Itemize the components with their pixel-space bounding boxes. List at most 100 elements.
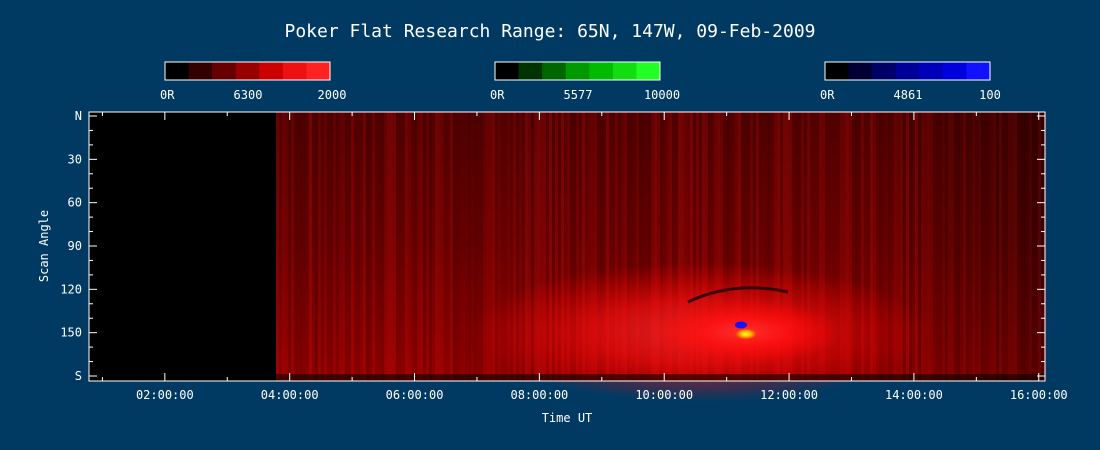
streak — [792, 112, 795, 381]
x-tick-label: 02:00:00 — [136, 388, 194, 402]
streak — [498, 112, 501, 381]
streak — [600, 112, 603, 381]
streak — [747, 112, 750, 381]
streak — [477, 112, 480, 381]
streak — [663, 112, 666, 381]
y-tick-label: N — [75, 109, 82, 123]
streak — [285, 112, 288, 381]
colorbar-swatch — [872, 62, 897, 80]
streak — [837, 112, 840, 381]
streak — [315, 112, 318, 381]
streak — [831, 112, 834, 381]
colorbar-swatch — [212, 62, 237, 80]
colorbar-6300-min-label: 0R — [160, 88, 175, 102]
streak — [396, 112, 399, 381]
streak — [789, 112, 792, 381]
x-tick-label: 10:00:00 — [635, 388, 693, 402]
streak — [558, 112, 561, 381]
streak — [276, 112, 279, 381]
streak — [798, 112, 801, 381]
streak — [363, 112, 366, 381]
streak — [549, 112, 552, 381]
streak — [441, 112, 444, 381]
streak — [852, 112, 855, 381]
streak — [444, 112, 447, 381]
streak — [699, 112, 702, 381]
y-axis-label: Scan Angle — [37, 210, 51, 282]
streak — [537, 112, 540, 381]
streak — [609, 112, 612, 381]
streak — [336, 112, 339, 381]
streak — [717, 112, 720, 381]
colorbar-swatch — [565, 62, 590, 80]
streak — [279, 112, 282, 381]
streak — [585, 112, 588, 381]
streak — [567, 112, 570, 381]
streak — [453, 112, 456, 381]
streak — [723, 112, 726, 381]
colorbar-6300-wavelength-label: 6300 — [234, 88, 263, 102]
colorbar-4861-max-label: 100 — [979, 88, 1001, 102]
streak — [759, 112, 762, 381]
streak — [282, 112, 285, 381]
colorbar-swatch — [542, 62, 567, 80]
streak — [516, 112, 519, 381]
streak — [408, 112, 411, 381]
colorbar-5577-swatches — [495, 62, 661, 80]
streak — [555, 112, 558, 381]
colorbar-swatch — [895, 62, 920, 80]
streak — [672, 112, 675, 381]
streak — [615, 112, 618, 381]
streak — [327, 112, 330, 381]
streak — [519, 112, 522, 381]
streak — [333, 112, 336, 381]
streak — [744, 112, 747, 381]
streak — [465, 112, 468, 381]
colorbar-swatch — [306, 62, 331, 80]
streak — [330, 112, 333, 381]
streak — [339, 112, 342, 381]
streak — [753, 112, 756, 381]
streak — [675, 112, 678, 381]
streak — [819, 112, 822, 381]
streak — [810, 112, 813, 381]
streak — [834, 112, 837, 381]
streak — [705, 112, 708, 381]
streak — [342, 112, 345, 381]
colorbar-4861-min-label: 0R — [820, 88, 835, 102]
streak — [447, 112, 450, 381]
streak — [432, 112, 435, 381]
streak — [480, 112, 483, 381]
cloud-arc — [687, 286, 789, 304]
colorbar-swatch — [282, 62, 307, 80]
streak — [816, 112, 819, 381]
streak — [534, 112, 537, 381]
streak — [660, 112, 663, 381]
streak — [855, 112, 858, 381]
colorbar-swatch — [825, 62, 850, 80]
streak — [768, 112, 771, 381]
streak — [666, 112, 669, 381]
streak — [594, 112, 597, 381]
y-tick-label: 30 — [68, 152, 82, 166]
streak — [318, 112, 321, 381]
streak — [864, 112, 867, 381]
colorbar-6300-max-label: 2000 — [318, 88, 347, 102]
streak — [402, 112, 405, 381]
colorbar-swatch — [518, 62, 543, 80]
colorbar-5577-min-label: 0R — [490, 88, 505, 102]
streak — [546, 112, 549, 381]
streak — [876, 112, 879, 381]
streak — [618, 112, 621, 381]
streak — [291, 112, 294, 381]
streak — [438, 112, 441, 381]
streak — [489, 112, 492, 381]
x-tick-label: 12:00:00 — [760, 388, 818, 402]
streak — [507, 112, 510, 381]
streak — [483, 112, 486, 381]
colorbar-4861: 0R 4861 100 — [820, 61, 1001, 102]
streak — [561, 112, 564, 381]
colorbar-swatch — [942, 62, 967, 80]
x-tick-label: 16:00:00 — [1010, 388, 1068, 402]
streak — [378, 112, 381, 381]
